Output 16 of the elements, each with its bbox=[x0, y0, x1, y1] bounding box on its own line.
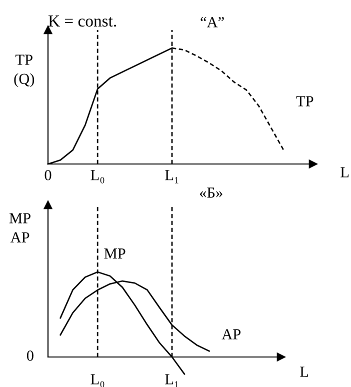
x-axis-title: L bbox=[340, 167, 349, 178]
x-tick-label: 0 bbox=[44, 170, 52, 180]
x-tick-label: L₀ bbox=[90, 374, 104, 387]
x-tick-label: L₀ bbox=[90, 170, 104, 184]
y-axis-title: MP AP bbox=[9, 213, 30, 242]
series-label: AP bbox=[222, 329, 241, 340]
series-label: MP bbox=[104, 248, 126, 259]
text: 0 bbox=[26, 350, 34, 361]
chart-title: “A” bbox=[200, 17, 224, 28]
text: TP bbox=[296, 96, 314, 106]
text: K = const. bbox=[48, 16, 116, 27]
x-tick-label: L₁ bbox=[165, 170, 178, 184]
x-axis-title: L bbox=[300, 366, 308, 377]
y-axis-title: TP (Q) bbox=[14, 54, 34, 88]
chart-title: «Б» bbox=[200, 188, 222, 198]
x-tick-label: L₁ bbox=[165, 374, 178, 387]
